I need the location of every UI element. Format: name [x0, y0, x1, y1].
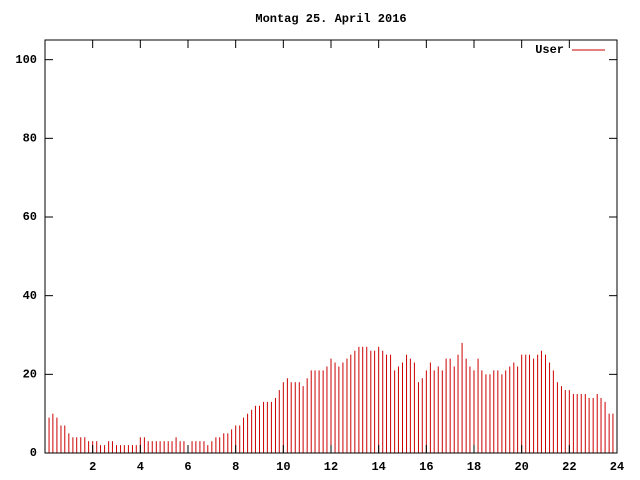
y-tick-label: 100 — [15, 53, 37, 67]
x-tick-label: 24 — [610, 460, 624, 474]
chart-title: Montag 25. April 2016 — [255, 12, 406, 26]
x-tick-label: 20 — [514, 460, 528, 474]
x-tick-label: 16 — [419, 460, 433, 474]
x-tick-label: 2 — [89, 460, 96, 474]
x-tick-label: 22 — [562, 460, 576, 474]
plot-border — [44, 39, 618, 454]
legend-label: User — [535, 43, 564, 57]
x-tick-label: 12 — [324, 460, 338, 474]
y-tick-label: 40 — [23, 289, 37, 303]
x-tick-label: 14 — [371, 460, 385, 474]
y-tick-label: 60 — [23, 210, 37, 224]
y-tick-label: 80 — [23, 132, 37, 146]
x-tick-label: 10 — [276, 460, 290, 474]
x-tick-label: 18 — [467, 460, 481, 474]
y-tick-label: 0 — [30, 446, 37, 460]
x-tick-label: 8 — [232, 460, 239, 474]
x-tick-label: 4 — [137, 460, 144, 474]
x-tick-label: 6 — [184, 460, 191, 474]
y-tick-label: 20 — [23, 368, 37, 382]
